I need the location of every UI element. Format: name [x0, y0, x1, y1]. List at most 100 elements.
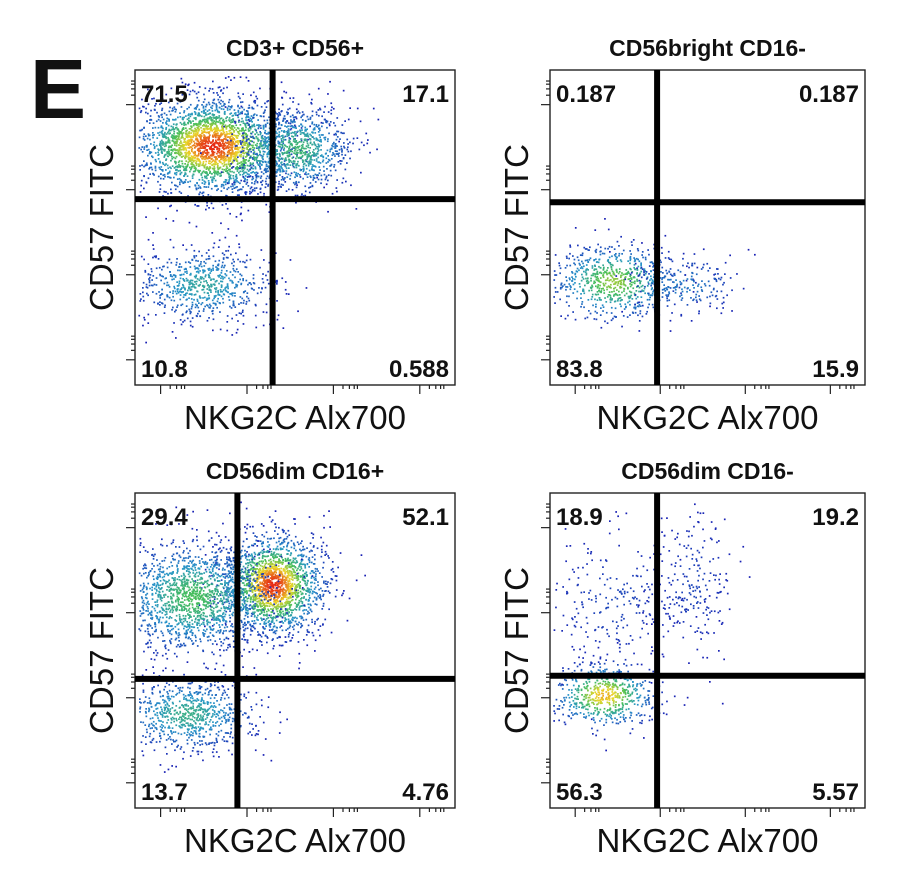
event-dot-0	[630, 241, 633, 243]
event-dot-0	[554, 274, 556, 276]
event-dot-0	[629, 295, 631, 298]
event-dot-1	[318, 134, 321, 136]
event-dot-0	[223, 131, 226, 134]
event-dot-0	[617, 299, 619, 302]
event-dot-1	[329, 148, 332, 151]
event-dot-1	[262, 150, 265, 153]
event-dot-2	[213, 284, 216, 286]
event-dot-1	[279, 185, 282, 188]
event-dot-2	[226, 286, 229, 288]
event-dot-0	[198, 121, 200, 124]
event-dot-1	[275, 171, 277, 173]
event-dot-0	[196, 142, 198, 145]
event-dot-2	[147, 238, 150, 241]
event-dot-0	[193, 90, 196, 93]
event-dot-0	[198, 193, 201, 196]
event-dot-0	[574, 318, 577, 321]
event-dot-0	[264, 142, 267, 145]
event-dot-0	[163, 134, 166, 137]
event-dot-2	[145, 341, 147, 344]
event-dot-2	[202, 286, 205, 288]
event-dot-1	[324, 138, 326, 141]
event-dot-2	[172, 290, 174, 292]
event-dot-0	[238, 121, 240, 123]
event-dot-0	[609, 263, 612, 266]
event-dot-0	[574, 263, 576, 266]
event-dot-0	[203, 147, 206, 150]
event-dot-0	[193, 140, 195, 143]
event-dot-2	[178, 266, 180, 268]
event-dot-0	[154, 165, 157, 168]
event-dot-0	[221, 122, 224, 124]
event-dot-1	[327, 111, 330, 113]
event-dot-0	[583, 265, 585, 268]
event-dot-0	[242, 155, 245, 157]
event-dot-1	[333, 153, 335, 155]
event-dot-0	[171, 165, 174, 167]
event-dot-1	[334, 145, 336, 148]
event-dot-0	[246, 148, 248, 150]
event-dot-0	[596, 272, 598, 274]
event-dot-0	[235, 179, 237, 181]
event-dot-0	[229, 106, 232, 108]
event-dot-0	[267, 100, 270, 102]
event-dot-1	[304, 128, 307, 131]
event-dot-2	[217, 263, 220, 266]
event-dot-0	[196, 143, 199, 145]
event-dot-0	[568, 277, 571, 279]
event-dot-1	[666, 299, 669, 302]
event-dot-0	[191, 112, 193, 115]
event-dot-2	[179, 274, 182, 276]
event-dot-1	[304, 190, 307, 193]
event-dot-1	[644, 285, 646, 288]
event-dot-1	[300, 152, 302, 154]
event-dot-0	[223, 148, 225, 151]
event-dot-1	[693, 280, 695, 283]
event-dot-0	[224, 133, 226, 136]
event-dot-1	[696, 290, 699, 293]
event-dot-0	[247, 128, 250, 130]
event-dot-0	[648, 303, 650, 306]
event-dot-0	[565, 286, 567, 288]
event-dot-0	[211, 157, 213, 160]
event-dot-1	[327, 158, 330, 161]
event-dot-0	[245, 142, 248, 144]
event-dot-0	[222, 108, 225, 111]
event-dot-0	[216, 117, 219, 119]
event-dot-2	[232, 281, 234, 284]
event-dot-1	[306, 132, 309, 135]
event-dot-2	[217, 297, 219, 300]
event-dot-0	[609, 299, 612, 301]
event-dot-0	[226, 207, 229, 210]
event-dot-0	[223, 164, 226, 166]
event-dot-1	[298, 148, 301, 151]
event-dot-1	[697, 285, 699, 287]
event-dot-2	[219, 288, 222, 291]
event-dot-0	[170, 148, 173, 151]
event-dot-2	[220, 280, 222, 283]
event-dot-0	[255, 95, 257, 98]
event-dot-0	[150, 143, 152, 145]
event-dot-0	[170, 159, 172, 162]
event-dot-0	[223, 147, 225, 150]
event-dot-1	[722, 307, 724, 309]
event-dot-1	[675, 279, 677, 281]
event-dot-0	[160, 148, 163, 151]
event-dot-2	[152, 248, 155, 250]
event-dot-0	[278, 111, 280, 114]
event-dot-0	[253, 187, 256, 190]
event-dot-1	[297, 103, 300, 106]
event-dot-1	[242, 137, 245, 139]
event-dot-0	[143, 148, 146, 150]
event-dot-0	[609, 272, 611, 275]
event-dot-1	[289, 164, 292, 166]
event-dot-0	[325, 183, 328, 186]
event-dot-2	[195, 280, 198, 283]
event-dot-2	[143, 258, 145, 261]
event-dot-0	[280, 148, 283, 150]
event-dot-0	[593, 282, 595, 285]
event-dot-2	[216, 279, 218, 282]
event-dot-0	[204, 112, 206, 114]
event-dot-0	[204, 108, 207, 111]
event-dot-1	[663, 284, 665, 286]
